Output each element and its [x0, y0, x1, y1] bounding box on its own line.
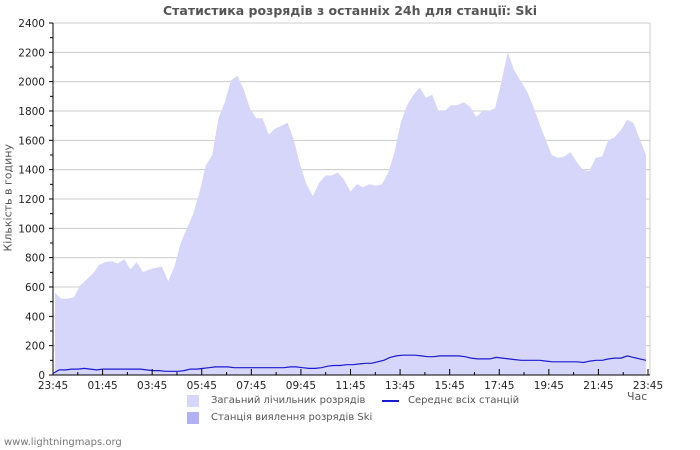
- y-tick-label: 200: [25, 341, 45, 353]
- x-tick-label: 07:45: [236, 380, 266, 392]
- x-tick-label: 11:45: [335, 380, 365, 392]
- x-tick-label: 23:45: [633, 380, 663, 392]
- y-tick-label: 2400: [18, 18, 45, 30]
- legend-swatch-station: [187, 412, 199, 424]
- legend-swatch-average: [382, 400, 399, 402]
- total-count-area: [55, 52, 646, 376]
- y-tick-label: 1600: [18, 135, 45, 147]
- y-tick-label: 2200: [18, 47, 45, 59]
- y-tick-label: 0: [38, 370, 45, 382]
- x-axis-unit: Час: [627, 390, 648, 403]
- x-tick-label: 17:45: [484, 380, 514, 392]
- legend-station-label: Станція виялення розрядів Ski: [211, 412, 373, 423]
- y-tick-label: 1800: [18, 106, 45, 118]
- y-tick-label: 800: [25, 253, 45, 265]
- source-link[interactable]: www.lightningmaps.org: [4, 437, 122, 448]
- y-tick-label: 2000: [18, 77, 45, 89]
- x-tick-label: 05:45: [187, 380, 217, 392]
- axes: 0 200 400 600 800 1000 1200 1400 1600 1800 2000 220…: [18, 18, 663, 392]
- x-tick-label: 03:45: [137, 380, 167, 392]
- x-tick-label: 21:45: [583, 380, 613, 392]
- x-tick-label: 01:45: [87, 380, 117, 392]
- y-tick-label: 600: [25, 282, 45, 294]
- x-tick-label: 15:45: [435, 380, 465, 392]
- x-tick-label: 19:45: [534, 380, 564, 392]
- legend-total-label: Загаьний лічильник розрядів: [211, 395, 366, 406]
- legend-swatch-total: [187, 395, 199, 407]
- x-tick-label: 09:45: [286, 380, 316, 392]
- x-tick-label: 13:45: [385, 380, 415, 392]
- y-tick-label: 1200: [18, 194, 45, 206]
- legend-average-label: Середнє всіх станцій: [408, 395, 520, 406]
- y-tick-label: 400: [25, 311, 45, 323]
- y-tick-label: 1400: [18, 165, 45, 177]
- y-tick-label: 1000: [18, 223, 45, 235]
- x-tick-label: 23:45: [38, 380, 68, 392]
- chart-title: Статистика розрядів з останніх 24h для с…: [162, 3, 537, 18]
